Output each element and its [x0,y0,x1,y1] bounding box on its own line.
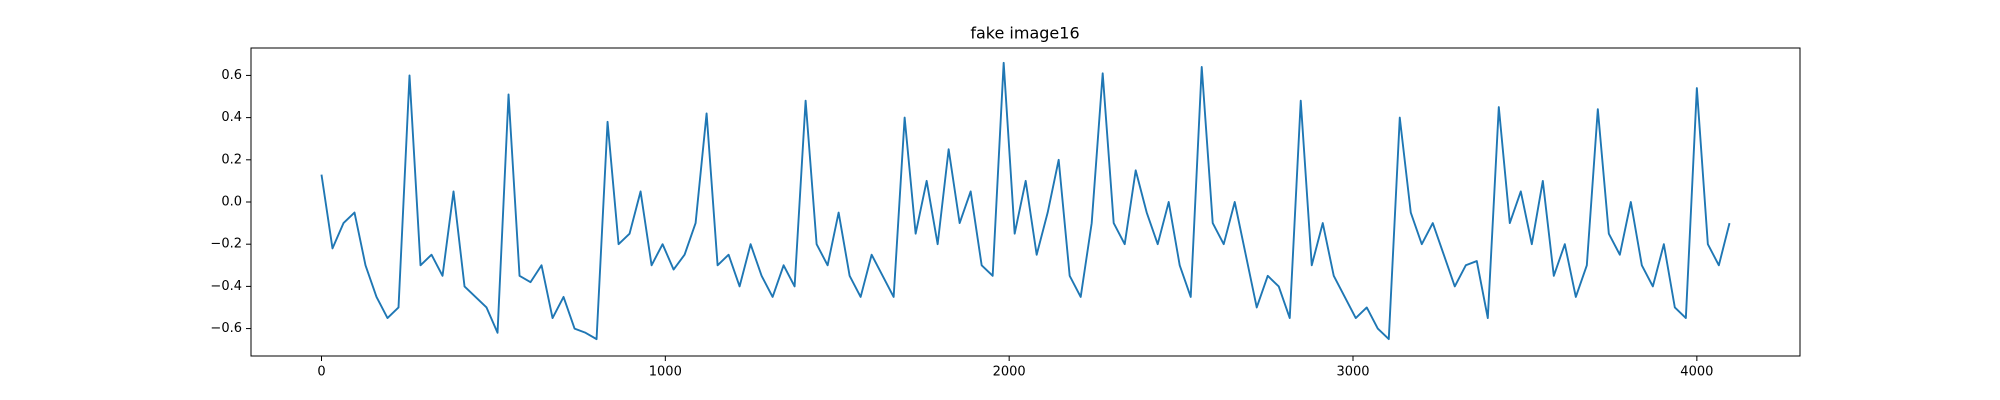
y-tick-label: 0.6 [221,68,242,83]
y-tick-label: −0.6 [210,321,242,336]
y-tick-label: 0.4 [221,110,242,125]
x-tick-label: 1000 [649,365,682,380]
x-tick-label: 2000 [993,365,1026,380]
y-tick-label: −0.4 [210,279,242,294]
x-tick-label: 0 [317,365,325,380]
data-line [320,61,1731,341]
y-tick-label: −0.2 [210,237,242,252]
chart-title: fake image16 [970,24,1079,43]
y-tick-label: 0.0 [221,195,242,210]
y-tick-label: 0.2 [221,152,242,167]
x-tick-label: 3000 [1336,365,1369,380]
x-tick-label: 4000 [1680,365,1713,380]
plot-frame [250,47,1801,357]
